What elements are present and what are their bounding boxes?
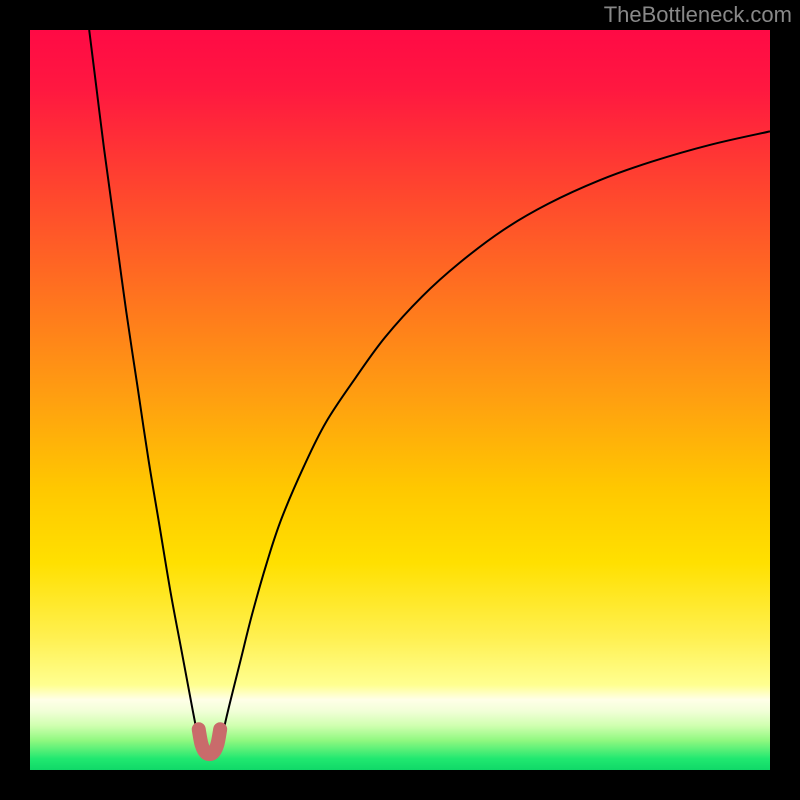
watermark-text: TheBottleneck.com bbox=[604, 2, 792, 28]
chart-container: TheBottleneck.com bbox=[0, 0, 800, 800]
chart-svg bbox=[0, 0, 800, 800]
plot-area bbox=[30, 30, 770, 770]
